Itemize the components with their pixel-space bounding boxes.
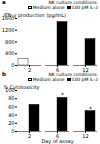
svg-text:800: 800	[5, 39, 15, 45]
svg-text:60: 60	[8, 104, 14, 110]
html-text:b: b	[2, 71, 6, 77]
html-text:NK culture conditions:: NK culture conditions:	[48, 0, 98, 5]
svg-text:*: *	[89, 105, 92, 112]
svg-text:12: 12	[82, 67, 88, 72]
html-text:NK culture conditions:: NK culture conditions:	[48, 72, 98, 77]
svg-text:% Cytotoxicity: % Cytotoxicity	[4, 84, 40, 91]
svg-text:100: 100	[5, 87, 15, 94]
svg-text:IFN-γ production (pg/mL): IFN-γ production (pg/mL)	[4, 12, 67, 19]
svg-text:2: 2	[28, 133, 31, 139]
svg-text:80: 80	[8, 95, 14, 101]
svg-text:*: *	[61, 91, 64, 98]
svg-text:20: 20	[8, 120, 14, 126]
svg-text:2: 2	[28, 67, 31, 72]
svg-text:6: 6	[55, 133, 60, 140]
html-text:Medium alone: Medium alone	[32, 77, 65, 82]
svg-text:0: 0	[11, 62, 14, 68]
html-text:100 pM IL-2: 100 pM IL-2	[71, 77, 98, 82]
svg-text:6: 6	[56, 67, 59, 72]
html-text:100 pM IL-2: 100 pM IL-2	[71, 5, 98, 10]
svg-text:Day of assay: Day of assay	[41, 138, 73, 144]
svg-text:1600: 1600	[1, 15, 15, 22]
svg-text:400: 400	[5, 50, 15, 56]
svg-text:0: 0	[11, 128, 14, 134]
html-text:Medium alone: Medium alone	[32, 5, 65, 10]
svg-text:12: 12	[82, 133, 88, 139]
svg-text:1200: 1200	[2, 27, 15, 33]
svg-text:40: 40	[8, 112, 14, 118]
html-text:a: a	[2, 0, 6, 5]
